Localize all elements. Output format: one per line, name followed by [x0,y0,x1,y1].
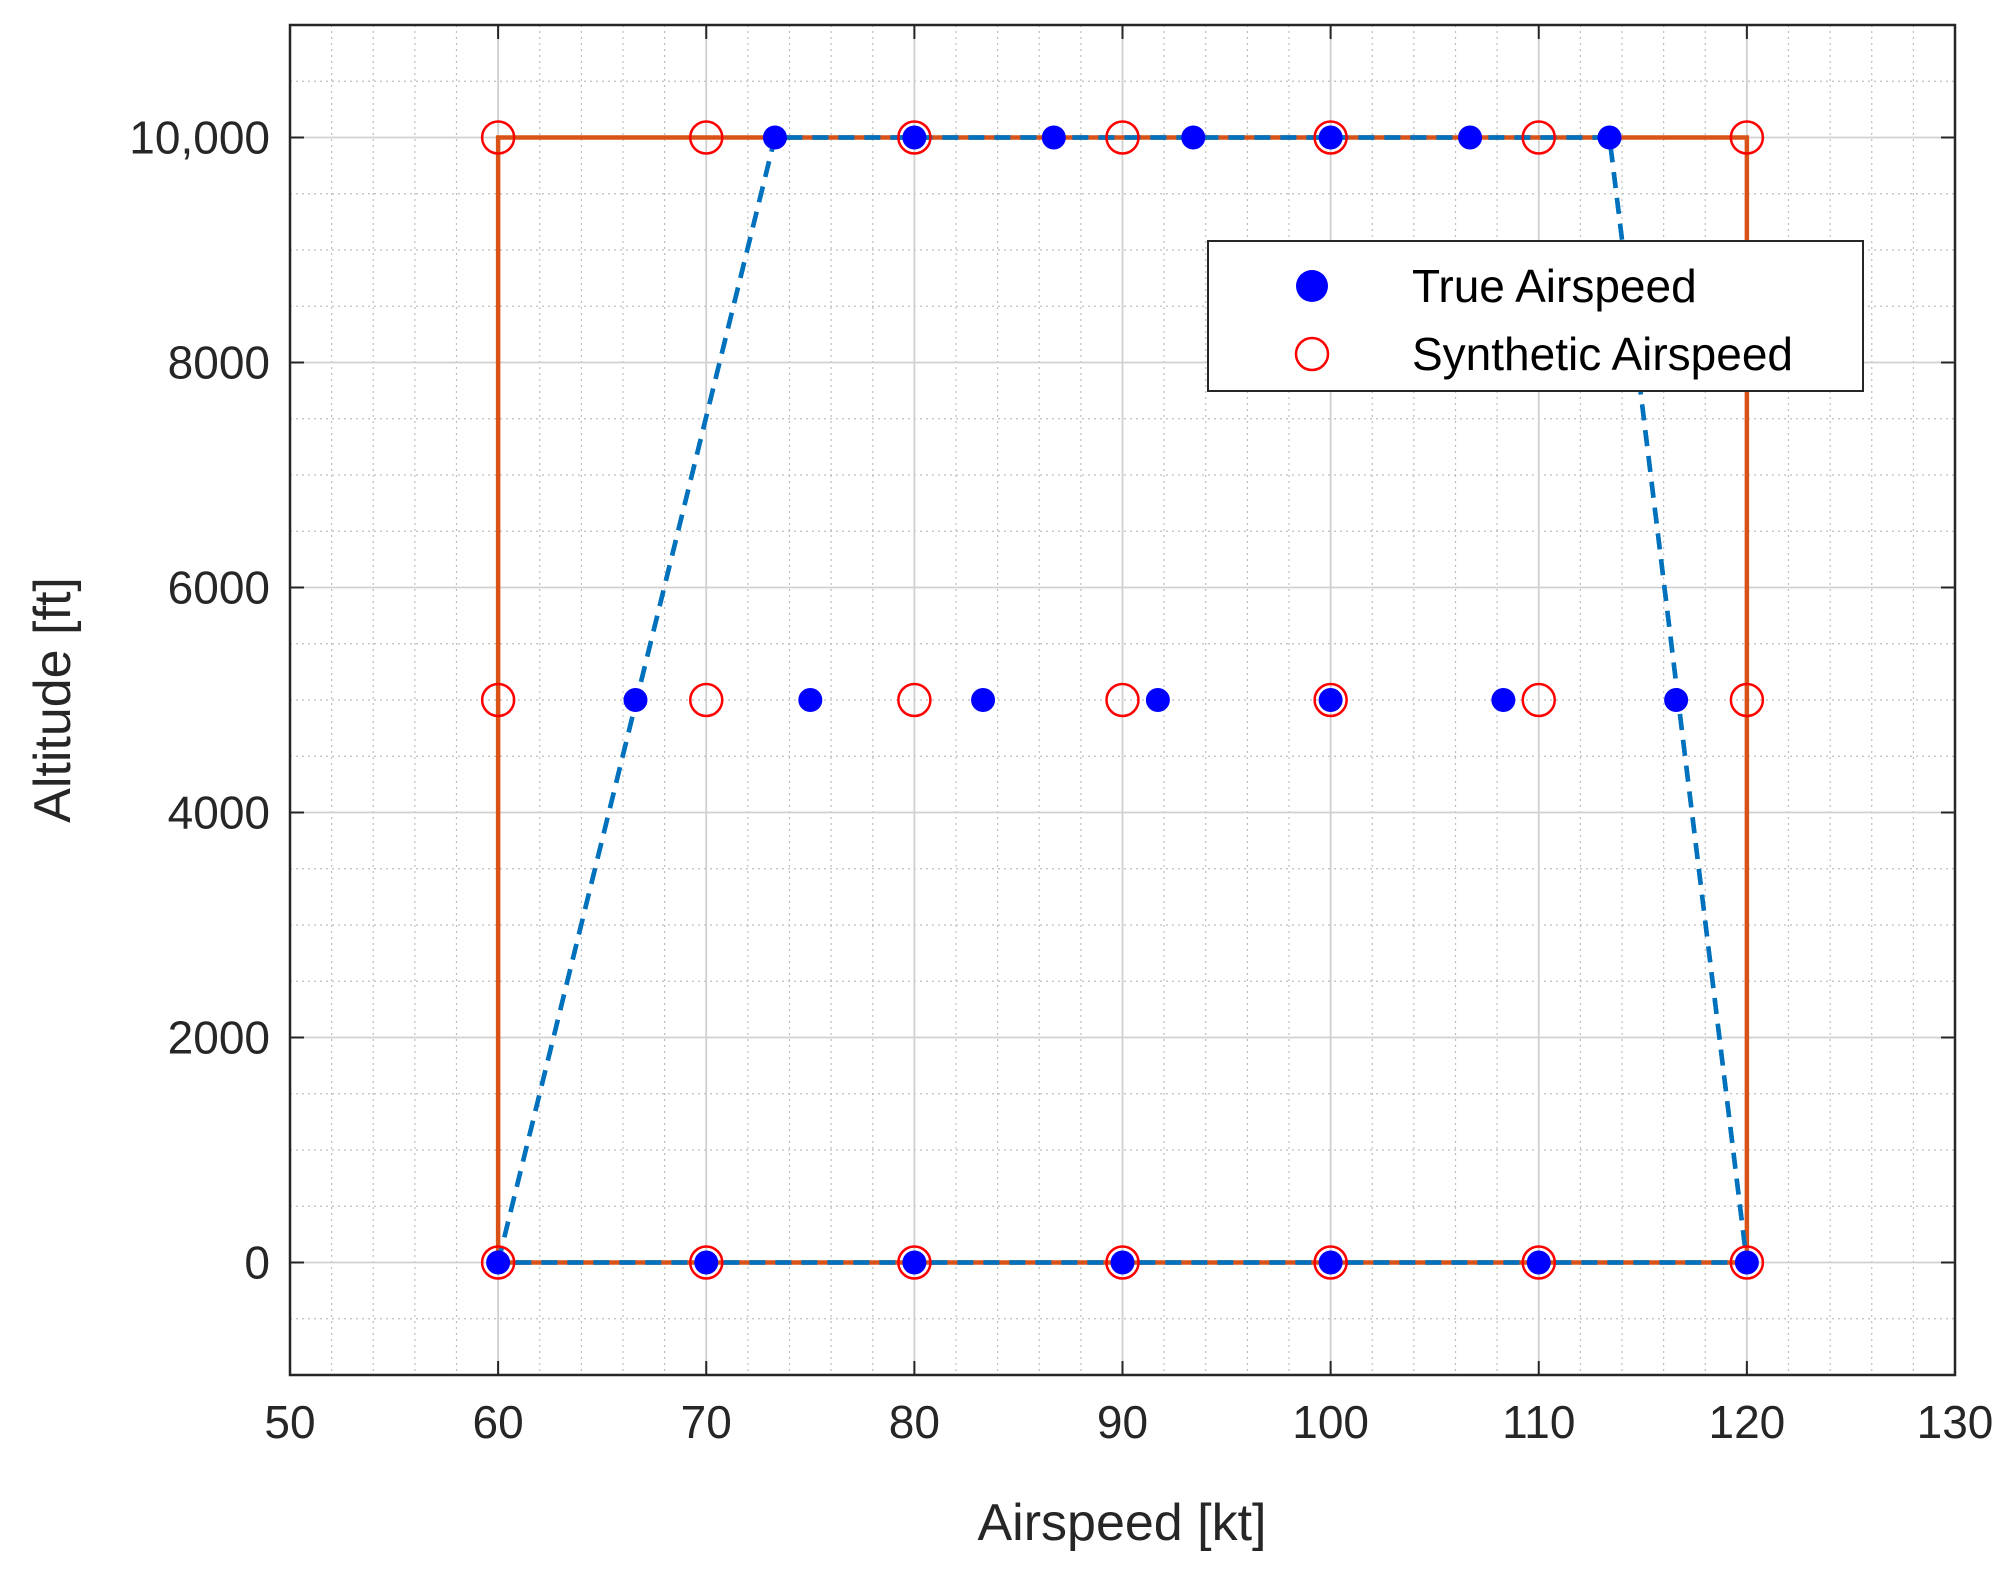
true-airspeed-point [1041,125,1066,150]
synthetic-airspeed-point [480,682,516,718]
axis-ticks [289,25,1956,1375]
y-axis-label: Altitude [ft] [24,577,82,823]
true-airspeed-point [1145,688,1170,712]
synthetic-airspeed-point [480,120,516,155]
synthetic-airspeed-point [480,1245,516,1280]
x-tick-label: 100 [1292,1396,1369,1448]
true-airspeed-point [1458,125,1483,150]
synthetic-airspeed-point [897,682,932,718]
true-airspeed-point [1734,1250,1759,1275]
x-tick-label: 120 [1709,1396,1786,1448]
synthetic-airspeed-point [1521,682,1556,718]
x-tick-label: 80 [889,1396,940,1448]
true-airspeed-point [1526,1250,1551,1275]
true-airspeed-point [486,1250,511,1275]
x-tick-label: 130 [1917,1396,1994,1448]
synthetic-airspeed-point [1729,1245,1765,1280]
synthetic-airspeed-point [1313,1245,1348,1280]
synthetic-airspeed-point [897,120,932,155]
synthetic-airspeed-point [1313,120,1348,155]
legend-synthetic-marker [1294,336,1330,372]
x-tick-label: 70 [681,1396,732,1448]
synthetic-airspeed-point [689,682,724,718]
legend-true-marker [1296,270,1328,302]
legend-synthetic-label: Synthetic Airspeed [1412,328,1793,380]
legend-box [1207,240,1864,392]
synthetic-airspeed-point [689,1245,724,1280]
y-tick-label: 6000 [168,562,270,614]
true-airspeed-point [1664,688,1689,712]
y-tick-label: 2000 [168,1012,270,1064]
true-airspeed-point [1491,688,1516,712]
synthetic-airspeed-point [1521,1245,1556,1280]
true-airspeed-point [902,125,927,150]
y-tick-label: 8000 [168,337,270,389]
legend: True Airspeed Synthetic Airspeed [1207,240,1864,392]
x-tick-label: 50 [264,1396,315,1448]
synthetic-airspeed-point [1105,1245,1140,1280]
true-airspeed-point [1318,1250,1343,1275]
true-airspeed-point [971,688,996,712]
true-airspeed-point [1318,688,1343,712]
x-tick-label: 110 [1502,1396,1575,1448]
synthetic-airspeed-point [897,1245,932,1280]
x-axis-label: Airspeed [kt] [977,1494,1266,1552]
true-airspeed-point [1181,125,1206,150]
synthetic-airspeed-point [1521,120,1556,155]
y-tick-label: 4000 [168,787,270,839]
synthetic-airspeed-point [1105,120,1140,155]
x-tick-label: 60 [473,1396,524,1448]
true-airspeed-point [902,1250,927,1275]
synthetic-airspeed-point [1729,120,1765,155]
legend-true-label: True Airspeed [1412,260,1697,312]
y-tick-label: 0 [244,1237,270,1289]
y-tick-label: 10,000 [129,112,270,164]
true-airspeed-point [798,688,823,712]
x-tick-labels: 50 60 70 80 90 100 110 120 130 [264,1396,1993,1448]
true-airspeed-point [1110,1250,1135,1275]
true-airspeed-point [694,1250,719,1275]
synthetic-airspeed-point [1313,682,1348,718]
synthetic-airspeed-point [1729,682,1765,718]
synthetic-airspeed-point [689,120,724,155]
data-markers [480,120,1765,1280]
true-airspeed-point [1597,125,1622,150]
x-tick-label: 90 [1097,1396,1148,1448]
y-tick-labels: 0 2000 4000 6000 8000 10,000 [129,112,270,1289]
synthetic-airspeed-point [1105,682,1140,718]
true-airspeed-point [1318,125,1343,150]
true-airspeed-point [762,125,787,150]
true-airspeed-point [623,688,648,712]
